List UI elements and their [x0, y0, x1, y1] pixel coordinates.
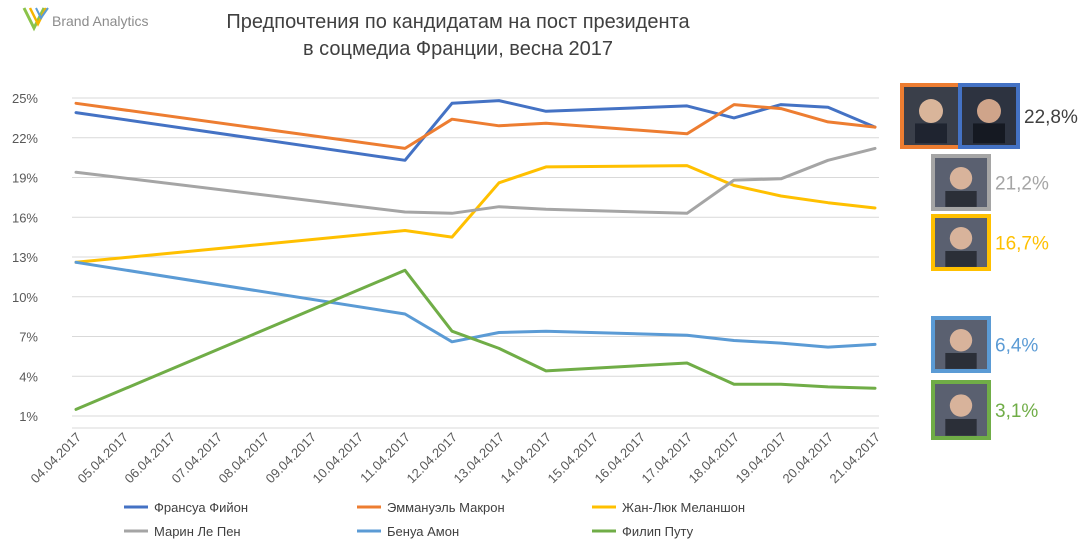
grid-lines — [72, 97, 879, 429]
brand-logo: Brand Analytics — [22, 7, 149, 32]
legend-label: Франсуа Фийон — [154, 500, 248, 515]
y-tick-label: 10% — [12, 290, 38, 305]
chart-title: Предпочтения по кандидатам на пост прези… — [226, 11, 690, 33]
legend-item: Жан-Люк Меланшон — [592, 500, 745, 515]
callout-value: 3,1% — [995, 401, 1038, 422]
callout-value: 21,2% — [995, 174, 1049, 195]
callout-value: 22,8% — [1024, 107, 1078, 128]
x-axis-ticks: 04.04.201705.04.201706.04.201707.04.2017… — [27, 430, 883, 487]
hamon-photo-icon — [931, 316, 991, 373]
series-line — [74, 164, 877, 264]
series-line — [74, 99, 877, 162]
end-value-callouts: 22,8% 21,2% 16,7% 6,4% 3,1% — [900, 83, 1078, 440]
y-tick-label: 4% — [19, 369, 38, 384]
series-line — [74, 260, 877, 349]
y-tick-label: 25% — [12, 91, 38, 106]
melenchon-photo-icon — [931, 214, 991, 271]
legend-item: Франсуа Фийон — [124, 500, 248, 515]
legend-label: Жан-Люк Меланшон — [622, 500, 745, 515]
y-tick-label: 7% — [19, 330, 38, 345]
callout-value: 16,7% — [995, 234, 1049, 255]
macron-fillon-photo-icon — [900, 83, 1020, 149]
legend-label: Бенуа Амон — [387, 524, 459, 539]
chart-legend: Франсуа Фийон Эммануэль Макрон Жан-Люк Мел… — [124, 500, 745, 539]
callout-value: 6,4% — [995, 336, 1038, 357]
y-tick-label: 1% — [19, 409, 38, 424]
series-line — [74, 146, 877, 215]
legend-item: Марин Ле Пен — [124, 524, 241, 539]
le-pen-photo-icon — [931, 154, 991, 211]
callout: 21,2% — [931, 154, 1049, 211]
legend-label: Марин Ле Пен — [154, 524, 241, 539]
legend-label: Филип Путу — [622, 524, 694, 539]
y-tick-label: 16% — [12, 210, 38, 225]
callout: 6,4% — [931, 316, 1038, 373]
callout: 22,8% — [900, 83, 1078, 149]
legend-item: Бенуа Амон — [357, 524, 459, 539]
series-line — [74, 268, 877, 411]
y-tick-label: 13% — [12, 250, 38, 265]
series-lines — [74, 99, 877, 411]
brand-logo-text: Brand Analytics — [52, 13, 149, 29]
x-tick-label: 21.04.2017 — [826, 430, 883, 487]
chart-subtitle: в соцмедиа Франции, весна 2017 — [303, 38, 613, 60]
y-axis-ticks: 25% 22% 19% 16% 13% 10% 7% 4% 1% — [12, 91, 38, 424]
series-line — [74, 101, 877, 150]
y-tick-label: 19% — [12, 171, 38, 186]
callout: 3,1% — [931, 380, 1038, 440]
legend-item: Эммануэль Макрон — [357, 500, 505, 515]
y-tick-label: 22% — [12, 131, 38, 146]
legend-label: Эммануэль Макрон — [387, 500, 505, 515]
brand-logo-icon — [22, 7, 49, 32]
callout: 16,7% — [931, 214, 1049, 271]
poutou-photo-icon — [931, 380, 991, 440]
x-tick-label: 10.04.2017 — [309, 430, 366, 487]
legend-item: Филип Путу — [592, 524, 694, 539]
